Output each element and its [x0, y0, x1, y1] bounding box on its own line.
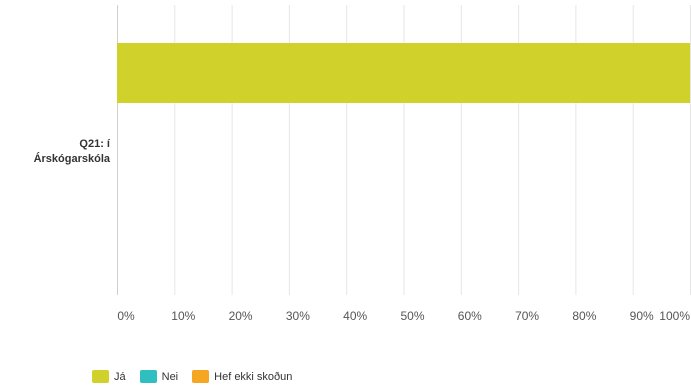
- x-tick-label: 70%: [515, 309, 539, 323]
- category-label: Q21: í Árskógarskóla: [0, 137, 110, 167]
- x-tick-label: 40%: [343, 309, 367, 323]
- legend-label-ja: Já: [114, 370, 126, 383]
- legend-swatch-ja: [92, 370, 109, 383]
- x-tick-label: 20%: [229, 309, 253, 323]
- legend-item-nei: Nei: [139, 370, 179, 383]
- category-label-line-2: Árskógarskóla: [33, 153, 110, 165]
- category-label-line-1: Q21: í: [79, 138, 110, 150]
- legend-swatch-nei: [139, 370, 157, 383]
- x-tick-label: 60%: [458, 309, 482, 323]
- legend-item-ja: Já: [92, 370, 126, 383]
- x-tick-label: 30%: [286, 309, 310, 323]
- x-tick-label: 80%: [572, 309, 596, 323]
- legend-label-nei: Nei: [161, 370, 179, 383]
- x-tick-label: 10%: [171, 309, 195, 323]
- x-tick-label: 50%: [400, 309, 424, 323]
- x-tick-label: 90%: [630, 309, 654, 323]
- legend-item-hef-ekki-skodun: Hef ekki skoðun: [192, 370, 292, 383]
- legend-swatch-hef-ekki-skodun: [192, 370, 210, 383]
- legend: Já Nei Hef ekki skoðun: [92, 370, 306, 383]
- x-tick-label: 100%: [659, 309, 690, 323]
- legend-label-hef-ekki-skodun: Hef ekki skoðun: [214, 370, 293, 383]
- bar-0: [117, 43, 690, 103]
- x-tick-label: 0%: [117, 309, 135, 323]
